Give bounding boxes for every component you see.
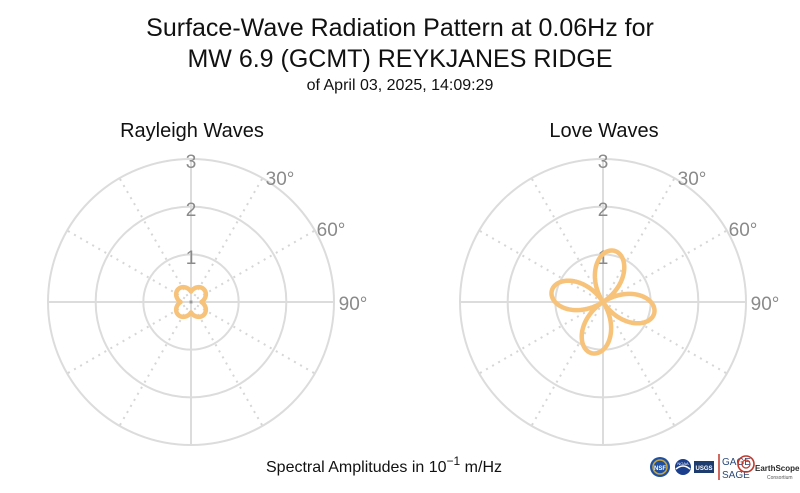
love-r-tick-1: 1	[598, 248, 609, 269]
figure-title-line2: MW 6.9 (GCMT) REYKJANES RIDGE	[187, 45, 612, 73]
rayleigh-ticks: 1 2 3 30° 60° 90°	[186, 152, 368, 315]
rayleigh-panel-title: Rayleigh Waves	[120, 120, 264, 142]
gage-sage-logo: GAGE SAGE	[718, 454, 751, 481]
rayleigh-spoke-300	[66, 229, 192, 303]
rayleigh-r-tick-2: 2	[186, 200, 197, 221]
rayleigh-center-dot	[189, 300, 193, 304]
love-spoke-60	[602, 229, 728, 303]
svg-text:SAGE: SAGE	[722, 470, 750, 481]
figure-title-line1: Surface-Wave Radiation Pattern at 0.06Hz…	[146, 14, 654, 42]
caption-exponent: −1	[447, 454, 461, 468]
svg-text:NSF: NSF	[654, 466, 666, 472]
love-polar-plot: Love Waves 1 2 3 30° 60° 90°	[459, 120, 780, 446]
rayleigh-spoke-30	[190, 177, 264, 303]
love-theta-tick-30: 30°	[678, 169, 707, 190]
svg-text:NOAA: NOAA	[677, 461, 689, 466]
earthscope-logo: EarthScope Consortium	[737, 455, 800, 481]
rayleigh-grid	[47, 158, 335, 446]
love-panel-title: Love Waves	[549, 120, 658, 142]
rayleigh-spoke-120	[190, 301, 316, 375]
rayleigh-spoke-330	[118, 177, 192, 303]
love-grid	[459, 158, 747, 446]
nsf-logo: NSF	[650, 457, 670, 477]
love-r-tick-2: 2	[598, 200, 609, 221]
love-spoke-330	[530, 177, 604, 303]
figure-subtitle: of April 03, 2025, 14:09:29	[307, 77, 494, 94]
love-spoke-150	[602, 301, 676, 427]
caption-text: Spectral Amplitudes in 10	[266, 459, 447, 476]
love-spoke-300	[478, 229, 604, 303]
caption-unit: m/Hz	[460, 459, 502, 476]
love-spoke-120	[602, 301, 728, 375]
love-ticks: 1 2 3 30° 60° 90°	[598, 152, 780, 315]
rayleigh-polar-plot: Rayleigh Waves 1 2 3 30° 60° 90°	[47, 120, 368, 446]
rayleigh-radiation-pattern	[173, 284, 209, 320]
usgs-logo: USGS	[694, 461, 714, 473]
svg-text:Consortium: Consortium	[767, 475, 793, 481]
rayleigh-r-tick-1: 1	[186, 248, 197, 269]
amplitude-units-caption: Spectral Amplitudes in 10−1 m/Hz	[266, 454, 502, 476]
rayleigh-theta-tick-60: 60°	[317, 220, 346, 241]
rayleigh-theta-tick-90: 90°	[339, 294, 368, 315]
love-spoke-210	[530, 301, 604, 427]
love-spoke-240	[478, 301, 604, 375]
rayleigh-spoke-60	[190, 229, 316, 303]
sponsor-logos: NSF NOAA USGS GAGE SAGE EarthScope Conso…	[650, 454, 800, 481]
rayleigh-theta-tick-30: 30°	[266, 169, 295, 190]
noaa-logo: NOAA	[675, 459, 691, 475]
svg-text:GAGE: GAGE	[722, 457, 751, 468]
love-spoke-30	[602, 177, 676, 303]
love-theta-tick-60: 60°	[729, 220, 758, 241]
rayleigh-spoke-240	[66, 301, 192, 375]
svg-text:EarthScope: EarthScope	[755, 464, 800, 473]
rayleigh-r-tick-3: 3	[186, 152, 197, 173]
love-r-tick-3: 3	[598, 152, 609, 173]
rayleigh-spoke-150	[190, 301, 264, 427]
love-radiation-pattern	[549, 248, 657, 356]
love-theta-tick-90: 90°	[751, 294, 780, 315]
rayleigh-spoke-210	[118, 301, 192, 427]
svg-text:USGS: USGS	[695, 466, 712, 472]
